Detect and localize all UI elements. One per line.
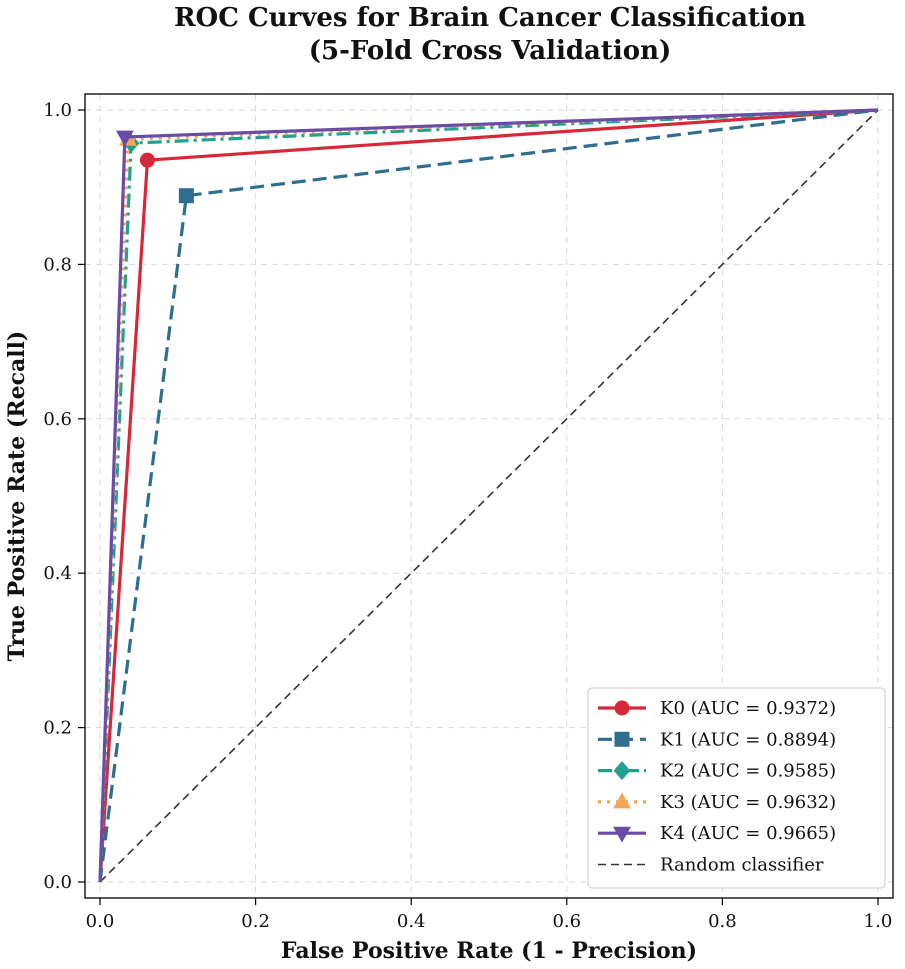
legend-box [587, 687, 886, 889]
x-tick-label: 0.8 [708, 911, 737, 932]
x-tick-label: 0.6 [552, 911, 581, 932]
y-tick-label: 0.0 [43, 872, 72, 893]
chart-subtitle: (5-Fold Cross Validation) [309, 36, 672, 66]
legend: K0 (AUC = 0.9372) K1 (AUC = 0.8894) K2 (AU… [587, 687, 886, 889]
chart-title: ROC Curves for Brain Cancer Classificati… [174, 3, 806, 33]
legend-label-k3: K3 (AUC = 0.9632) [660, 792, 836, 813]
x-tick-label: 1.0 [864, 911, 893, 932]
series-point-k1 [178, 188, 194, 204]
legend-label-k1: K1 (AUC = 0.8894) [660, 729, 836, 750]
series-point-k4 [115, 130, 134, 147]
y-tick-label: 1.0 [43, 100, 72, 121]
legend-marker-k3 [613, 792, 631, 809]
x-tick-label: 0.4 [397, 911, 426, 932]
random-classifier-line [99, 109, 879, 883]
plot-frame [84, 93, 894, 899]
y-tick-label: 0.6 [43, 409, 72, 430]
legend-marker-k2 [613, 761, 631, 781]
y-axis-label: True Positive Rate (Recall) [4, 331, 30, 662]
legend-label-k2: K2 (AUC = 0.9585) [660, 761, 836, 782]
legend-label-k4: K4 (AUC = 0.9665) [660, 823, 836, 844]
legend-marker-k0 [614, 700, 630, 716]
series-line-k1 [98, 108, 879, 883]
y-tick-label: 0.8 [43, 254, 72, 275]
legend-marker-k1 [614, 731, 630, 747]
series-point-k0 [139, 152, 155, 168]
reference-line-group [99, 109, 879, 883]
x-tick-label: 0.0 [86, 911, 115, 932]
legend-label-k0: K0 (AUC = 0.9372) [660, 698, 836, 719]
y-tick-label: 0.4 [43, 563, 72, 584]
y-axis-ticks: 0.0 0.2 0.4 0.6 0.8 1.0 [43, 100, 85, 893]
x-tick-label: 0.2 [241, 911, 270, 932]
legend-label-random: Random classifier [660, 855, 824, 876]
x-axis-label: False Positive Rate (1 - Precision) [281, 938, 697, 964]
x-axis-ticks: 0.0 0.2 0.4 0.6 0.8 1.0 [86, 898, 893, 932]
legend-marker-k4 [613, 826, 631, 843]
series-group [98, 108, 879, 883]
y-tick-label: 0.2 [43, 718, 72, 739]
